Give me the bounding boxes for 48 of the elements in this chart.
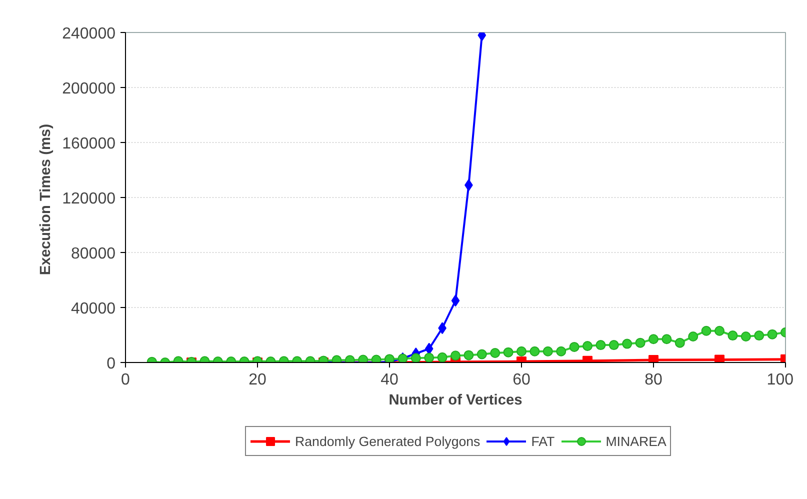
- x-tick-label: 20: [248, 372, 266, 388]
- y-tick-label: 80000: [71, 246, 116, 262]
- point: [596, 340, 606, 350]
- x-axis-title: Number of Vertices: [388, 392, 522, 408]
- point: [701, 326, 712, 336]
- y-tick-label: 120000: [62, 190, 116, 208]
- point: [714, 326, 724, 336]
- y-tick-label: 240000: [62, 26, 116, 42]
- x-tick-label: 80: [644, 372, 662, 388]
- y-tick-label: 200000: [62, 80, 116, 98]
- point: [424, 352, 434, 362]
- x-tick-label: 100: [766, 372, 794, 388]
- point: [503, 347, 514, 358]
- x-tick-label: 60: [512, 372, 530, 388]
- point: [754, 330, 764, 341]
- point: [410, 353, 421, 362]
- legend-label: FAT: [531, 434, 555, 448]
- y-tick-label: 40000: [71, 300, 116, 318]
- point: [740, 332, 751, 342]
- point: [674, 338, 685, 348]
- point: [451, 294, 460, 307]
- point: [582, 341, 592, 351]
- point: [437, 352, 448, 362]
- point: [608, 340, 619, 350]
- point: [767, 329, 778, 340]
- point: [464, 350, 474, 360]
- x-tick-label: 40: [380, 372, 398, 388]
- legend-label: Randomly Generated Polygons: [295, 434, 480, 448]
- point: [476, 349, 487, 360]
- y-axis-title: Execution Times (ms): [38, 124, 54, 276]
- y-tick-label: 160000: [62, 136, 116, 152]
- point: [450, 350, 460, 361]
- point: [714, 354, 724, 362]
- legend-label: MINAREA: [606, 434, 666, 448]
- point: [490, 348, 500, 358]
- y-tick-label: 0: [106, 356, 116, 372]
- point: [622, 338, 632, 349]
- point: [635, 338, 646, 348]
- point: [569, 342, 580, 352]
- point: [648, 334, 658, 344]
- point: [530, 346, 540, 356]
- point: [728, 330, 738, 341]
- point: [556, 346, 566, 356]
- x-tick-label: 0: [121, 372, 130, 388]
- point: [662, 334, 672, 344]
- point: [688, 332, 698, 342]
- point: [516, 346, 526, 356]
- point: [542, 346, 553, 356]
